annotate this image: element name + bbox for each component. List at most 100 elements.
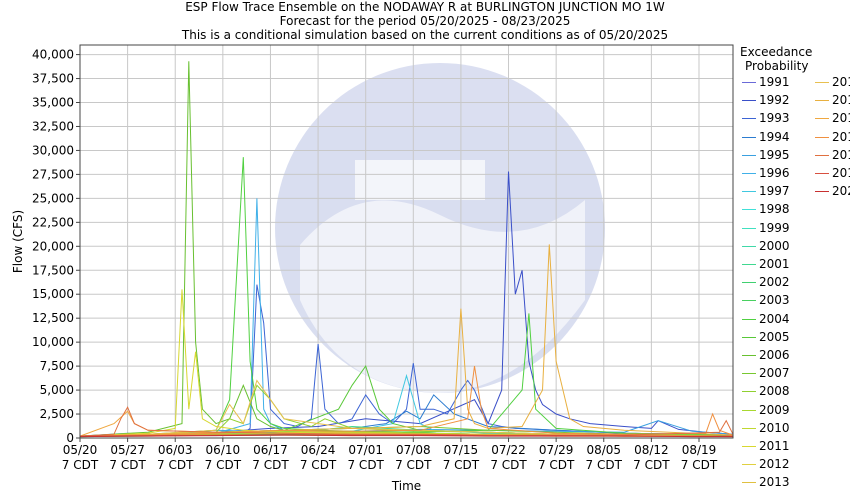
x-tick-label-date: 05/20 [63, 443, 98, 457]
legend-label: 2014 [832, 75, 850, 89]
legend-label: 1992 [759, 93, 790, 108]
legend-item-1994: 1994 [742, 130, 790, 144]
x-tick-label-time: 7 CDT [586, 458, 623, 472]
x-tick-label-time: 7 CDT [443, 458, 480, 472]
legend-item-1995: 1995 [742, 148, 790, 162]
series-line-2017 [79, 366, 734, 437]
legend-label: 2004 [759, 311, 790, 326]
grid-lines [79, 45, 733, 439]
legend-swatch [742, 282, 756, 284]
legend-item-2007: 2007 [742, 366, 790, 380]
x-tick-label-date: 08/05 [586, 443, 621, 457]
legend-swatch [742, 191, 756, 193]
x-tick-label-date: 08/19 [682, 443, 717, 457]
legend-swatch [742, 336, 756, 338]
series-line-2014 [79, 379, 734, 437]
legend-label: 2010 [759, 420, 790, 435]
legend-item-2011: 2011 [742, 439, 790, 453]
legend-item-1992: 1992 [742, 93, 790, 107]
legend-swatch [815, 100, 829, 102]
legend-swatch [742, 245, 756, 247]
legend-item-2008: 2008 [742, 384, 790, 398]
legend-swatch [742, 154, 756, 156]
legend-swatch [742, 136, 756, 138]
y-tick-label: 35,000 [32, 96, 74, 110]
legend-item-2006: 2006 [742, 348, 790, 362]
legend-item-2004: 2004 [742, 312, 790, 326]
y-tick-label: 22,500 [32, 215, 74, 229]
legend-swatch [742, 373, 756, 375]
legend-swatch [742, 118, 756, 120]
y-tick-label: 32,500 [32, 119, 74, 133]
noaa-watermark-logo [275, 63, 605, 393]
legend-label: 2002 [759, 275, 790, 290]
series-line-2018 [79, 406, 734, 437]
legend-label: 2009 [759, 402, 790, 417]
series-line-1993 [79, 284, 734, 437]
y-tick-label: 2,500 [40, 407, 74, 421]
legend-label: 2018 [832, 147, 850, 162]
x-axis-title: Time [391, 479, 421, 493]
legend-label: 2015 [832, 93, 850, 108]
y-tick-label: 27,500 [32, 167, 74, 181]
x-tick-label-date: 06/03 [158, 443, 193, 457]
legend-swatch [742, 482, 756, 484]
y-tick-label: 30,000 [32, 143, 74, 157]
plot-frame [79, 44, 734, 439]
y-tick-label: 5,000 [40, 383, 74, 397]
legend-swatch [742, 209, 756, 211]
x-tick-label-time: 7 CDT [109, 458, 146, 472]
legend-swatch [815, 191, 829, 193]
legend-item-1999: 1999 [742, 221, 790, 235]
y-tick-label: 25,000 [32, 191, 74, 205]
legend-label: 1993 [759, 111, 790, 126]
x-tick-label-time: 7 CDT [490, 458, 527, 472]
legend-label: 2005 [759, 329, 790, 344]
x-tick-label-time: 7 CDT [347, 458, 384, 472]
y-tick-label: 12,500 [32, 311, 74, 325]
chart-title-line-2: Forecast for the period 05/20/2025 - 08/… [279, 14, 571, 28]
x-tick-label-time: 7 CDT [538, 458, 575, 472]
legend-item-2018: 2018 [815, 148, 850, 162]
x-tick-label-date: 07/01 [348, 443, 383, 457]
legend-item-2015: 2015 [815, 93, 850, 107]
legend-item-2009: 2009 [742, 403, 790, 417]
legend-item-2010: 2010 [742, 421, 790, 435]
legend-item-1998: 1998 [742, 202, 790, 216]
chart-title-line-1: ESP Flow Trace Ensemble on the NODAWAY R… [185, 0, 665, 14]
legend-title: Exceedance Probability [740, 45, 812, 73]
legend-label: 2012 [759, 457, 790, 472]
legend-label: 1999 [759, 220, 790, 235]
x-tick-label-time: 7 CDT [681, 458, 718, 472]
legend-label: 2000 [759, 238, 790, 253]
x-tick-label-date: 08/12 [634, 443, 669, 457]
legend-item-2003: 2003 [742, 293, 790, 307]
y-tick-label: 0 [66, 431, 74, 445]
legend-item-2016: 2016 [815, 111, 850, 125]
legend-label: 1991 [759, 75, 790, 89]
legend-label: 2011 [759, 439, 790, 453]
legend-item-1997: 1997 [742, 184, 790, 198]
series-line-1992 [79, 171, 734, 437]
legend-label: 2007 [759, 366, 790, 381]
legend-item-1991: 1991 [742, 75, 790, 89]
legend-item-2012: 2012 [742, 457, 790, 471]
legend-swatch [742, 464, 756, 466]
legend-swatch [742, 100, 756, 102]
legend-item-2014: 2014 [815, 75, 850, 89]
legend-swatch [742, 391, 756, 393]
legend-swatch [742, 318, 756, 320]
legend-label: 1994 [759, 129, 790, 144]
legend-item-2019: 2019 [815, 166, 850, 180]
legend-label: 2013 [759, 475, 790, 490]
series-line-2020 [79, 434, 733, 438]
legend-swatch [742, 82, 756, 83]
legend-label: 2003 [759, 293, 790, 308]
legend-swatch [815, 154, 829, 156]
legend-item-2013: 2013 [742, 475, 790, 489]
legend-item-2000: 2000 [742, 239, 790, 253]
legend-label: 1997 [759, 184, 790, 199]
legend-swatch [815, 173, 829, 174]
y-tick-label: 20,000 [32, 239, 74, 253]
